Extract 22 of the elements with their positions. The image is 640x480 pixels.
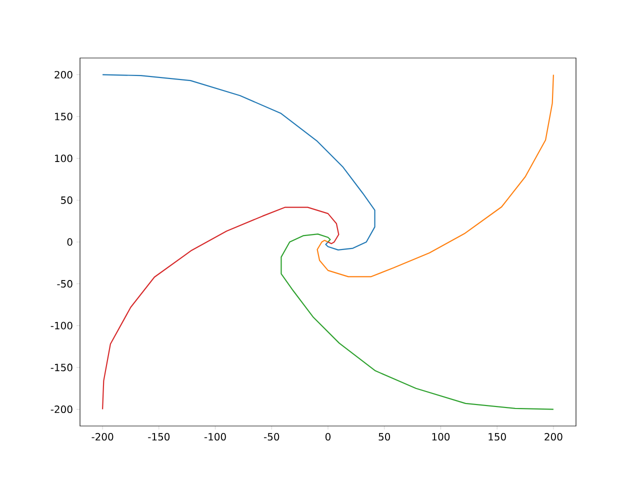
x-tick-label: 150 [488,433,506,441]
x-tick-label: -50 [264,433,280,441]
x-tick-label: 100 [432,433,450,441]
x-tick-label: 50 [378,433,390,441]
y-tick-label: 200 [54,70,72,78]
y-tick-label: 0 [67,238,72,246]
y-tick-label: 100 [55,154,72,162]
x-tick-label: -200 [92,433,114,441]
x-tick-label: 0 [325,433,331,441]
x-tick-label: -150 [148,433,170,441]
y-tick-label: -100 [50,322,72,330]
y-tick-label: -200 [50,405,72,414]
y-tick-label: -150 [50,364,72,372]
y-tick-label: 50 [61,196,72,204]
y-tick-label: 150 [55,112,72,120]
x-tick-label: 200 [544,433,562,441]
y-tick-label: -50 [57,280,72,288]
x-tick-label: -100 [204,433,226,441]
line-series [102,206,340,410]
line-series [280,234,554,410]
line-series [102,74,376,250]
line-series [316,74,554,278]
